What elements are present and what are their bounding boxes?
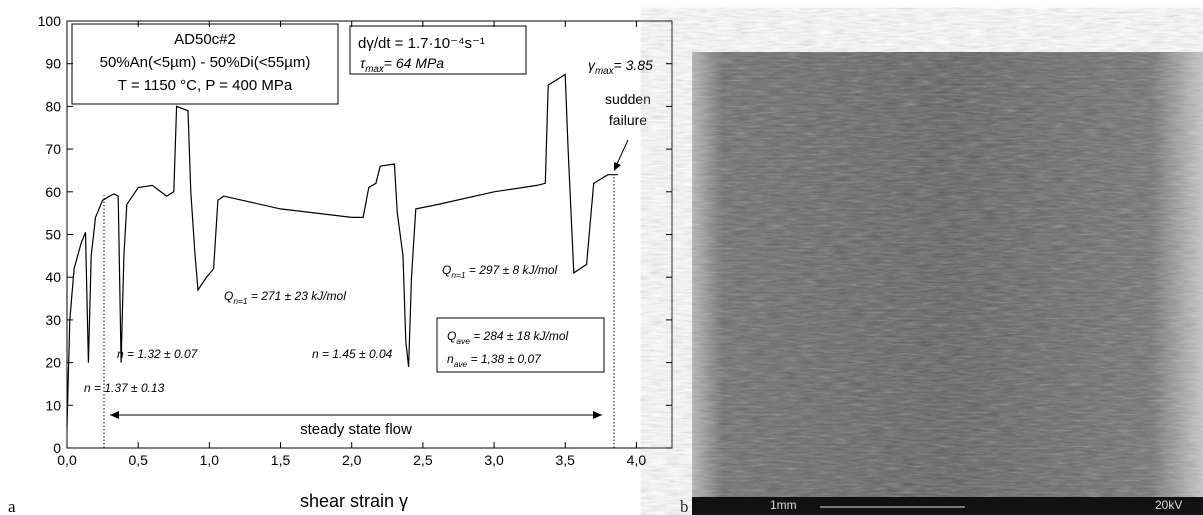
sample-comp: 50%An(<5µm) - 50%Di(<55µm) xyxy=(100,54,311,71)
sem-image: 1mm 20kV xyxy=(692,52,1203,515)
y-tick-label: 10 xyxy=(45,397,61,413)
ave-box xyxy=(436,317,605,373)
x-tick-label: 4,0 xyxy=(627,452,647,468)
rest: = 284 ± 18 kJ/mol xyxy=(470,329,569,343)
y-tick-label: 100 xyxy=(38,13,62,29)
sem-texture xyxy=(692,52,1203,497)
annotation: τmax= 64 MPa xyxy=(360,55,444,75)
subscript: n=1 xyxy=(451,270,465,280)
annotation: Qn=1 = 297 ± 8 kJ/mol xyxy=(442,263,558,280)
panel-label: b xyxy=(680,497,689,515)
failure: sudden xyxy=(605,91,651,107)
sample-box xyxy=(71,23,339,105)
y-tick-label: 0 xyxy=(53,440,61,456)
x-tick-label: 0,0 xyxy=(57,452,77,468)
sample-cond: T = 1150 °C, P = 400 MPa xyxy=(118,77,293,94)
rest: = 1,38 ± 0,07 xyxy=(467,352,542,366)
subscript: max xyxy=(595,66,615,77)
x-tick-label: 1,5 xyxy=(271,452,291,468)
symbol: Q xyxy=(442,263,451,277)
x-tick-label: 3,0 xyxy=(484,452,504,468)
rest: = 64 MPa xyxy=(384,55,445,71)
subscript: ave xyxy=(454,359,468,369)
failure: failure xyxy=(609,112,647,128)
x-axis-label: shear strain γ xyxy=(300,491,408,511)
subscript: max xyxy=(365,64,385,75)
subscript: ave xyxy=(456,336,470,346)
symbol: Q xyxy=(224,289,233,303)
y-tick-label: 90 xyxy=(45,56,61,72)
x-tick-label: 3,5 xyxy=(556,452,576,468)
subscript: n=1 xyxy=(233,296,247,306)
n-label: n = 1.32 ± 0.07 xyxy=(117,347,199,361)
symbol: n xyxy=(447,352,454,366)
stress-curve xyxy=(66,73,618,427)
y-tick-label: 50 xyxy=(45,227,61,243)
y-tick-label: 20 xyxy=(45,355,61,371)
n-label: n = 1.37 ± 0.13 xyxy=(84,381,165,395)
y-tick-label: 80 xyxy=(45,98,61,114)
rate: dγ/dt = 1.7·10⁻⁴s⁻¹ xyxy=(358,35,485,52)
n-label: n = 1.45 ± 0.04 xyxy=(312,347,393,361)
symbol: γ xyxy=(588,57,596,73)
panel-label: a xyxy=(8,497,16,515)
sem-bar xyxy=(692,497,1203,515)
rest: = 3.85 xyxy=(614,57,654,73)
symbol: Q xyxy=(447,329,456,343)
rest: = 297 ± 8 kJ/mol xyxy=(466,263,558,277)
rate-box xyxy=(349,25,527,75)
symbol: τ xyxy=(360,55,366,71)
annotation: nave = 1,38 ± 0,07 xyxy=(447,352,542,369)
sem-voltage: 20kV xyxy=(1155,498,1182,512)
x-tick-label: 0,5 xyxy=(128,452,148,468)
rest: = 271 ± 23 kJ/mol xyxy=(248,289,347,303)
sample-name: AD50c#2 xyxy=(174,31,236,48)
y-tick-label: 40 xyxy=(45,269,61,285)
x-tick-label: 1,0 xyxy=(200,452,220,468)
y-tick-label: 30 xyxy=(45,312,61,328)
annotation: Qave = 284 ± 18 kJ/mol xyxy=(447,329,568,346)
x-tick-label: 2,5 xyxy=(413,452,433,468)
sem-scale: 1mm xyxy=(770,498,797,512)
steady-label: steady state flow xyxy=(300,421,412,438)
y-tick-label: 70 xyxy=(45,141,61,157)
annotation: γmax= 3.85 xyxy=(588,57,653,77)
annotation: Qn=1 = 271 ± 23 kJ/mol xyxy=(224,289,346,306)
arrow-head xyxy=(614,162,621,171)
y-tick-label: 60 xyxy=(45,184,61,200)
failure-arrow xyxy=(615,139,629,167)
x-tick-label: 2,0 xyxy=(342,452,362,468)
